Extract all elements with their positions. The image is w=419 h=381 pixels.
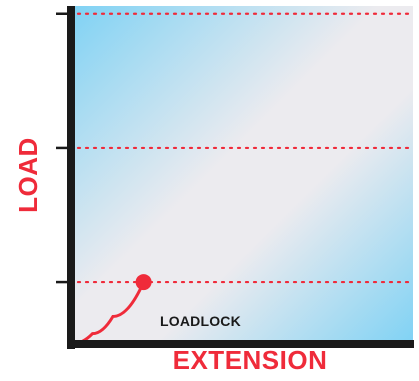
y-axis-line [67,6,75,349]
y-axis-title: LOAD [13,137,43,213]
loadlock-point [135,274,152,291]
x-axis-title: EXTENSION [172,345,328,375]
annotation-label: LOADLOCK [160,313,241,329]
plot-background [72,6,413,344]
x-axis-line [67,340,414,348]
